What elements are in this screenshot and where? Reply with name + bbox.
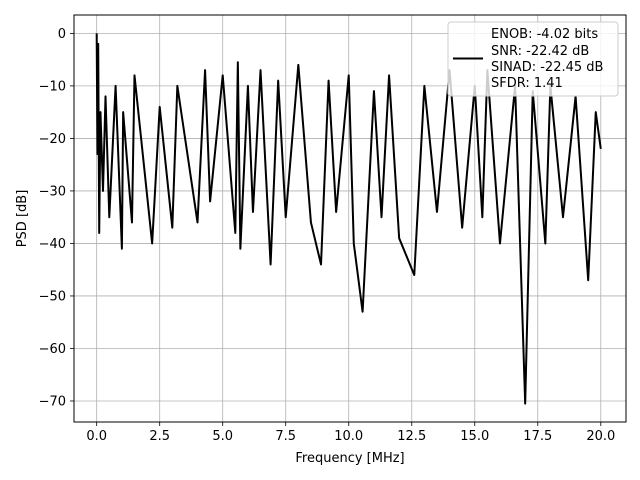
legend-sfdr: SFDR: 1.41 — [491, 76, 563, 91]
x-tick-label: 5.0 — [212, 429, 233, 444]
x-axis-ticks: 0.0 2.5 5.0 7.5 10.0 12.5 15.0 17.5 20.0 — [86, 422, 615, 444]
y-tick-label: −70 — [39, 394, 66, 409]
x-tick-label: 17.5 — [523, 429, 552, 444]
y-axis-label: PSD [dB] — [15, 190, 30, 248]
legend: ENOB: -4.02 bits SNR: -22.42 dB SINAD: -… — [447, 21, 619, 97]
y-tick-label: −40 — [39, 237, 66, 252]
x-axis-label: Frequency [MHz] — [295, 451, 404, 466]
x-tick-label: 7.5 — [275, 429, 296, 444]
y-tick-label: −60 — [39, 342, 66, 357]
x-tick-label: 20.0 — [586, 429, 615, 444]
x-tick-label: 0.0 — [86, 429, 107, 444]
legend-enob: ENOB: -4.02 bits — [491, 27, 598, 42]
legend-box — [447, 21, 619, 97]
legend-sinad: SINAD: -22.45 dB — [491, 60, 603, 75]
y-axis-ticks: 0 −10 −20 −30 −40 −50 −60 −70 — [39, 27, 74, 409]
psd-line-series-0 — [95, 33, 602, 405]
x-tick-label: 12.5 — [397, 429, 426, 444]
legend-snr: SNR: -22.42 dB — [491, 44, 589, 59]
x-tick-label: 15.0 — [460, 429, 489, 444]
psd-series — [95, 33, 602, 405]
axes-frame — [73, 14, 627, 423]
x-tick-label: 2.5 — [149, 429, 170, 444]
y-tick-label: −20 — [39, 132, 66, 147]
y-tick-label: −50 — [39, 289, 66, 304]
y-tick-label: −10 — [39, 79, 66, 94]
x-tick-label: 10.0 — [334, 429, 363, 444]
y-tick-label: −30 — [39, 184, 66, 199]
y-tick-label: 0 — [58, 27, 66, 42]
